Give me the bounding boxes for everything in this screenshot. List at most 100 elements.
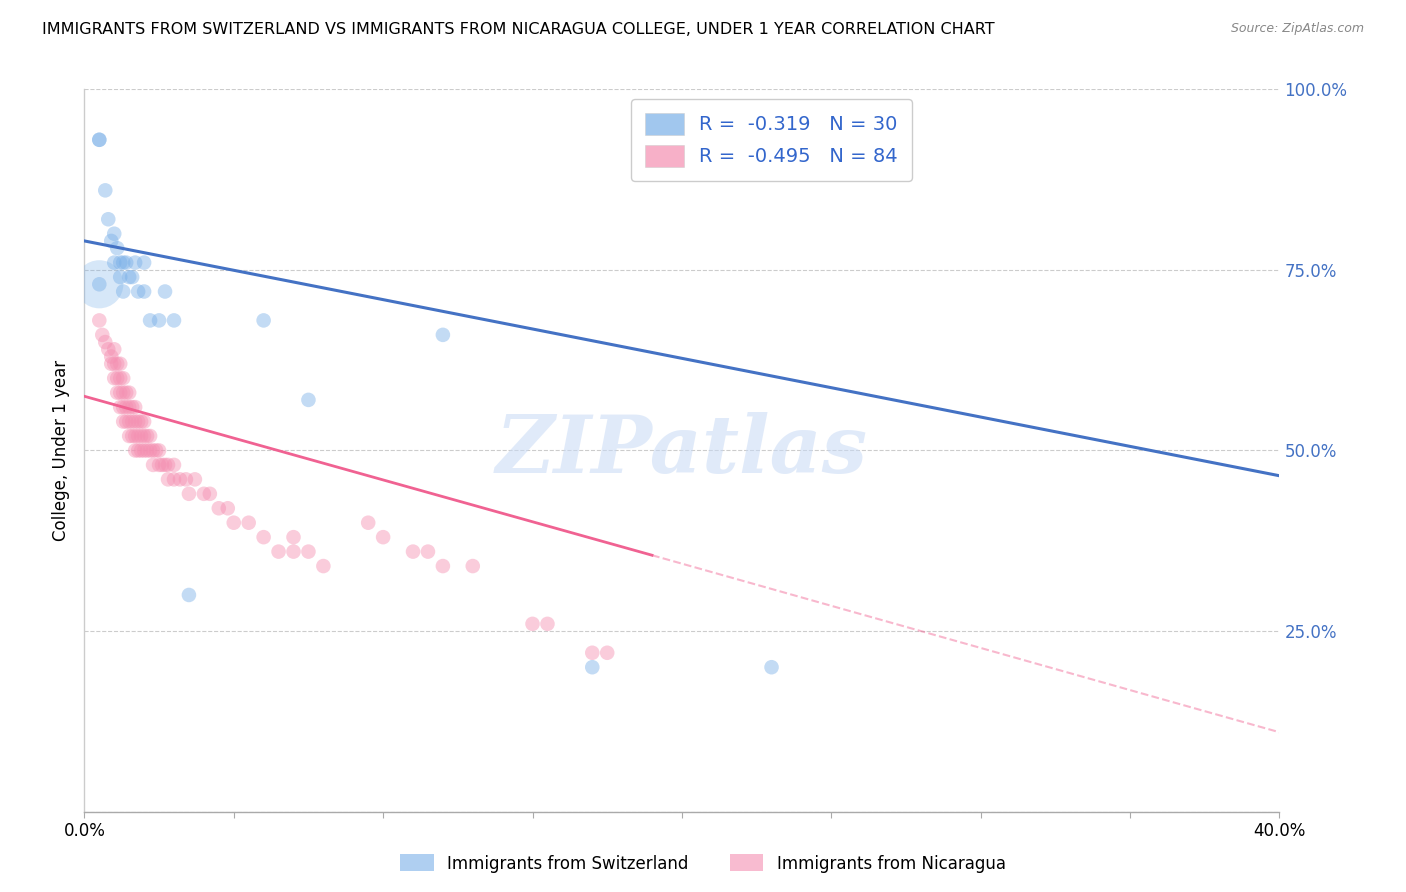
Point (157, 472, 180, 486)
Point (103, 343, 125, 357)
Point (89, 313, 111, 327)
Point (174, 472, 197, 486)
Point (142, 443, 165, 458)
Point (127, 415, 149, 429)
Point (153, 285, 176, 299)
Point (169, 472, 191, 486)
Point (118, 415, 141, 429)
Point (312, 559, 335, 574)
Point (217, 501, 239, 516)
Point (145, 443, 167, 458)
Point (103, 371, 125, 385)
Point (112, 371, 135, 385)
Point (118, 429, 141, 443)
Point (110, 255, 132, 269)
Point (253, 313, 276, 327)
Point (132, 443, 156, 458)
Point (124, 255, 146, 269)
Point (522, 616, 544, 631)
Point (121, 400, 143, 414)
Point (91, 327, 114, 342)
Point (581, 646, 603, 660)
Point (89, 277, 111, 292)
Point (150, 458, 173, 472)
Point (89, 277, 111, 292)
Point (112, 415, 135, 429)
Text: IMMIGRANTS FROM SWITZERLAND VS IMMIGRANTS FROM NICARAGUA COLLEGE, UNDER 1 YEAR C: IMMIGRANTS FROM SWITZERLAND VS IMMIGRANT… (42, 22, 995, 37)
Point (208, 501, 231, 516)
Point (100, 350, 122, 364)
Point (163, 313, 186, 327)
Legend: Immigrants from Switzerland, Immigrants from Nicaragua: Immigrants from Switzerland, Immigrants … (394, 847, 1012, 880)
Point (198, 487, 221, 501)
Point (402, 544, 425, 558)
Point (121, 415, 143, 429)
Point (432, 559, 454, 574)
Point (132, 285, 156, 299)
Point (461, 559, 484, 574)
Point (184, 472, 207, 486)
Point (536, 616, 558, 631)
Point (432, 327, 454, 342)
Point (153, 458, 176, 472)
Point (129, 415, 152, 429)
Point (416, 544, 439, 558)
Text: ZIPatlas: ZIPatlas (496, 412, 868, 489)
Point (222, 516, 245, 530)
Point (132, 415, 156, 429)
Point (115, 385, 138, 400)
Point (121, 429, 143, 443)
Point (163, 458, 186, 472)
Point (105, 371, 128, 385)
Point (110, 371, 132, 385)
Point (357, 516, 380, 530)
Point (100, 234, 122, 248)
Point (97, 343, 120, 357)
Point (94, 334, 117, 349)
Point (118, 400, 141, 414)
Point (124, 443, 146, 458)
Y-axis label: College, Under 1 year: College, Under 1 year (52, 359, 70, 541)
Point (112, 255, 135, 269)
Point (129, 443, 152, 458)
Point (103, 227, 125, 241)
Point (283, 544, 305, 558)
Point (100, 357, 122, 371)
Point (127, 285, 149, 299)
Point (127, 429, 149, 443)
Point (124, 429, 146, 443)
Point (110, 270, 132, 285)
Point (115, 400, 138, 414)
Point (148, 313, 170, 327)
Point (110, 400, 132, 414)
Point (112, 385, 135, 400)
Point (105, 241, 128, 255)
Point (157, 458, 180, 472)
Point (267, 544, 290, 558)
Point (253, 530, 276, 544)
Text: Source: ZipAtlas.com: Source: ZipAtlas.com (1230, 22, 1364, 36)
Point (103, 357, 125, 371)
Point (136, 443, 159, 458)
Point (142, 458, 165, 472)
Legend: R =  -0.319   N = 30, R =  -0.495   N = 84: R = -0.319 N = 30, R = -0.495 N = 84 (631, 99, 911, 181)
Point (124, 400, 146, 414)
Point (163, 472, 186, 486)
Point (127, 443, 149, 458)
Point (121, 270, 143, 285)
Point (118, 385, 141, 400)
Point (97, 212, 120, 227)
Point (105, 357, 128, 371)
Point (94, 183, 117, 197)
Point (177, 487, 200, 501)
Point (136, 429, 159, 443)
Point (132, 255, 156, 269)
Point (139, 313, 162, 327)
Point (148, 443, 170, 458)
Point (238, 516, 260, 530)
Point (139, 443, 162, 458)
Point (297, 544, 319, 558)
Point (373, 530, 395, 544)
Point (132, 429, 156, 443)
Point (596, 646, 619, 660)
